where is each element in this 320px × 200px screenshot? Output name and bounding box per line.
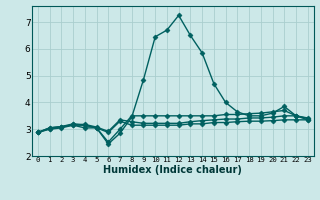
X-axis label: Humidex (Indice chaleur): Humidex (Indice chaleur) — [103, 165, 242, 175]
